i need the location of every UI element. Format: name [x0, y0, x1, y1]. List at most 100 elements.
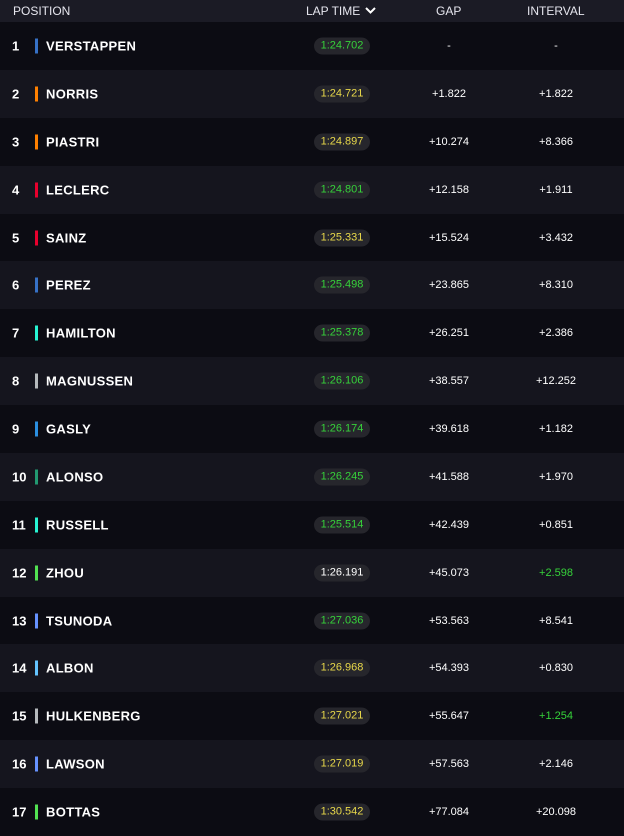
- team-color-bar: [35, 613, 38, 628]
- position: 1: [12, 38, 20, 54]
- team-color-bar: [35, 277, 38, 293]
- driver-name: NORRIS: [46, 86, 99, 102]
- lap-time: 1:26.106: [314, 372, 370, 390]
- gap: +39.618: [428, 423, 470, 435]
- driver-name: PIASTRI: [46, 134, 100, 150]
- team-color-bar: [35, 469, 38, 485]
- team-color-bar: [35, 86, 38, 102]
- driver-name: HAMILTON: [46, 325, 116, 341]
- team-color-bar: [35, 708, 38, 724]
- gap: +23.865: [428, 279, 470, 292]
- driver-row: 8 MAGNUSSEN 1:26.106 +38.557 +12.252: [0, 357, 624, 406]
- interval: +3.432: [539, 231, 573, 244]
- lap-time: 1:26.245: [314, 468, 370, 486]
- gap: +12.158: [428, 183, 470, 196]
- driver-row: 17 BOTTAS 1:30.542 +77.084 +20.098: [0, 788, 624, 836]
- driver-row: 6 PEREZ 1:25.498 +23.865 +8.310: [0, 261, 624, 310]
- driver-name: ZHOU: [46, 565, 85, 581]
- driver-name: LECLERC: [46, 182, 110, 198]
- driver-row: 15 HULKENBERG 1:27.021 +55.647 +1.254: [0, 692, 624, 741]
- lap-time: 1:25.498: [314, 276, 370, 294]
- position: 4: [12, 182, 20, 198]
- driver-row: 5 SAINZ 1:25.331 +15.524 +3.432: [0, 213, 624, 262]
- team-color-bar: [35, 565, 38, 581]
- interval-header[interactable]: INTERVAL: [527, 4, 585, 18]
- team-color-bar: [35, 230, 38, 245]
- position: 15: [12, 708, 27, 724]
- team-color-bar: [35, 660, 38, 676]
- position: 14: [12, 660, 27, 676]
- driver-row: 7 HAMILTON 1:25.378 +26.251 +2.386: [0, 309, 624, 358]
- interval: +1.182: [539, 423, 573, 435]
- driver-name: RUSSELL: [46, 517, 109, 533]
- interval: +0.851: [539, 518, 573, 531]
- team-color-bar: [35, 756, 38, 772]
- position: 9: [12, 421, 20, 437]
- interval: +20.098: [535, 806, 577, 818]
- gap: +42.439: [428, 518, 470, 531]
- driver-row: 4 LECLERC 1:24.801 +12.158 +1.911: [0, 165, 624, 214]
- lap-time: 1:25.514: [314, 516, 370, 534]
- lap-time: 1:27.036: [314, 612, 370, 629]
- interval: +1.911: [539, 183, 573, 196]
- interval: +8.310: [539, 279, 573, 292]
- interval: +2.598: [539, 566, 573, 579]
- gap: +1.822: [432, 87, 466, 100]
- lap-time: 1:24.801: [314, 181, 370, 199]
- sort-chevron[interactable]: [365, 6, 376, 15]
- interval: +8.366: [539, 135, 573, 148]
- gap: +54.393: [428, 662, 470, 675]
- driver-row: 13 TSUNODA 1:27.036 +53.563 +8.541: [0, 596, 624, 645]
- position: 8: [12, 373, 20, 389]
- lap-time: 1:26.968: [314, 659, 370, 677]
- driver-name: MAGNUSSEN: [46, 373, 134, 389]
- lap-time: 1:27.021: [314, 707, 370, 725]
- lap-time: 1:30.542: [314, 803, 370, 821]
- gap: +26.251: [428, 327, 470, 340]
- interval: +1.254: [539, 710, 573, 723]
- position-header[interactable]: POSITION: [13, 4, 71, 18]
- position: 12: [12, 565, 27, 581]
- interval: +2.386: [539, 327, 573, 340]
- driver-row: 11 RUSSELL 1:25.514 +42.439 +0.851: [0, 500, 624, 549]
- position: 10: [12, 469, 27, 485]
- driver-name: TSUNODA: [46, 613, 113, 628]
- position: 6: [12, 277, 20, 293]
- table-header: POSITION LAP TIME GAP INTERVAL: [0, 0, 624, 22]
- lap-time: 1:25.378: [314, 324, 370, 342]
- gap: +38.557: [428, 375, 470, 388]
- position: 11: [12, 517, 26, 533]
- lap-time: 1:24.702: [314, 37, 370, 55]
- driver-name: SAINZ: [46, 230, 87, 245]
- gap: +53.563: [428, 614, 470, 627]
- team-color-bar: [35, 182, 38, 198]
- lap-time: 1:24.721: [314, 85, 370, 103]
- lap-time-header[interactable]: LAP TIME: [306, 4, 361, 18]
- team-color-bar: [35, 421, 38, 437]
- gap-header[interactable]: GAP: [436, 4, 462, 18]
- gap: +10.274: [428, 135, 470, 148]
- position: 2: [12, 86, 20, 102]
- interval: +12.252: [535, 375, 577, 388]
- driver-row: 1 VERSTAPPEN 1:24.702 - -: [0, 22, 624, 70]
- lap-time: 1:25.331: [314, 229, 370, 246]
- interval: +8.541: [539, 614, 573, 627]
- interval: +0.830: [539, 662, 573, 675]
- driver-name: VERSTAPPEN: [46, 38, 137, 54]
- gap: -: [447, 40, 451, 52]
- gap: +55.647: [428, 710, 470, 723]
- driver-name: LAWSON: [46, 756, 105, 772]
- gap: +77.084: [428, 806, 470, 818]
- driver-row: 10 ALONSO 1:26.245 +41.588 +1.970: [0, 452, 624, 501]
- position: 17: [12, 804, 27, 820]
- team-color-bar: [35, 325, 38, 341]
- driver-name: PEREZ: [46, 277, 91, 293]
- position: 3: [12, 134, 20, 150]
- lap-time: 1:27.019: [314, 755, 370, 773]
- lap-time: 1:26.191: [314, 564, 370, 582]
- driver-row: 2 NORRIS 1:24.721 +1.822 +1.822: [0, 69, 624, 118]
- driver-name: BOTTAS: [46, 804, 101, 820]
- driver-row: 9 GASLY 1:26.174 +39.618 +1.182: [0, 405, 624, 453]
- team-color-bar: [35, 38, 38, 54]
- interval: +1.970: [539, 470, 573, 483]
